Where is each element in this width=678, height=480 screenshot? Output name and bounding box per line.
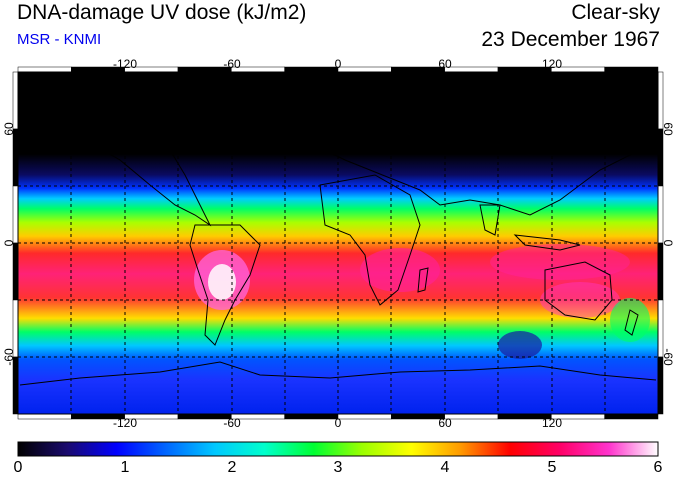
frame-segment <box>12 71 19 130</box>
lon-tick-top: 60 <box>438 57 452 71</box>
lat-tick-right: -60 <box>661 348 675 366</box>
sky-condition-label: Clear-sky <box>571 1 660 24</box>
lon-tick-bottom: -120 <box>113 416 137 430</box>
frame-segment <box>12 128 19 187</box>
frame-segment <box>337 413 392 420</box>
frame-segment <box>12 185 19 244</box>
lon-tick-bottom: 0 <box>335 416 342 430</box>
colorbar-tick: 6 <box>653 459 663 476</box>
colorbar-tick: 2 <box>227 459 237 476</box>
frame-segment <box>657 242 664 301</box>
lat-tick-right: 0 <box>661 240 675 247</box>
frame-segment <box>337 66 392 73</box>
lat-tick-left: -60 <box>2 348 16 366</box>
page-title: DNA-damage UV dose (kJ/m2) <box>17 1 307 24</box>
lon-tick-bottom: 60 <box>438 416 452 430</box>
colorbar-tick: 1 <box>120 459 130 476</box>
frame-segment <box>604 66 659 73</box>
frame-segment <box>657 71 664 130</box>
lat-tick-left: 0 <box>2 239 16 246</box>
lat-tick-left: 60 <box>2 122 16 136</box>
coastlines <box>19 77 657 386</box>
source-label: MSR - KNMI <box>17 31 102 48</box>
colorbar-tick: 0 <box>13 459 23 476</box>
lon-tick-top: 0 <box>335 57 342 71</box>
frame-segment <box>444 66 499 73</box>
lon-tick-top: -60 <box>223 57 241 71</box>
frame-segment <box>17 413 72 420</box>
lon-tick-bottom: -60 <box>223 416 241 430</box>
colorbar-tick: 4 <box>440 459 450 476</box>
frame-segment <box>444 413 499 420</box>
lon-tick-top: 120 <box>542 57 562 71</box>
frame-segment <box>391 413 445 420</box>
frame-segment <box>657 185 664 244</box>
frame-segment <box>284 413 339 420</box>
colorbar-tick: 3 <box>333 459 343 476</box>
frame-segment <box>12 242 19 301</box>
colorbar-tick: 5 <box>547 459 557 476</box>
gridlines <box>18 72 658 414</box>
frame-segment <box>657 128 664 187</box>
frame-segment <box>391 66 445 73</box>
colorbar <box>17 441 659 457</box>
lon-tick-bottom: 120 <box>542 416 562 430</box>
lat-tick-right: 60 <box>661 122 675 136</box>
frame-segment <box>604 413 659 420</box>
frame-segment <box>17 66 72 73</box>
date-label: 23 December 1967 <box>481 28 660 51</box>
lon-tick-top: -120 <box>113 57 137 71</box>
frame-segment <box>284 66 339 73</box>
